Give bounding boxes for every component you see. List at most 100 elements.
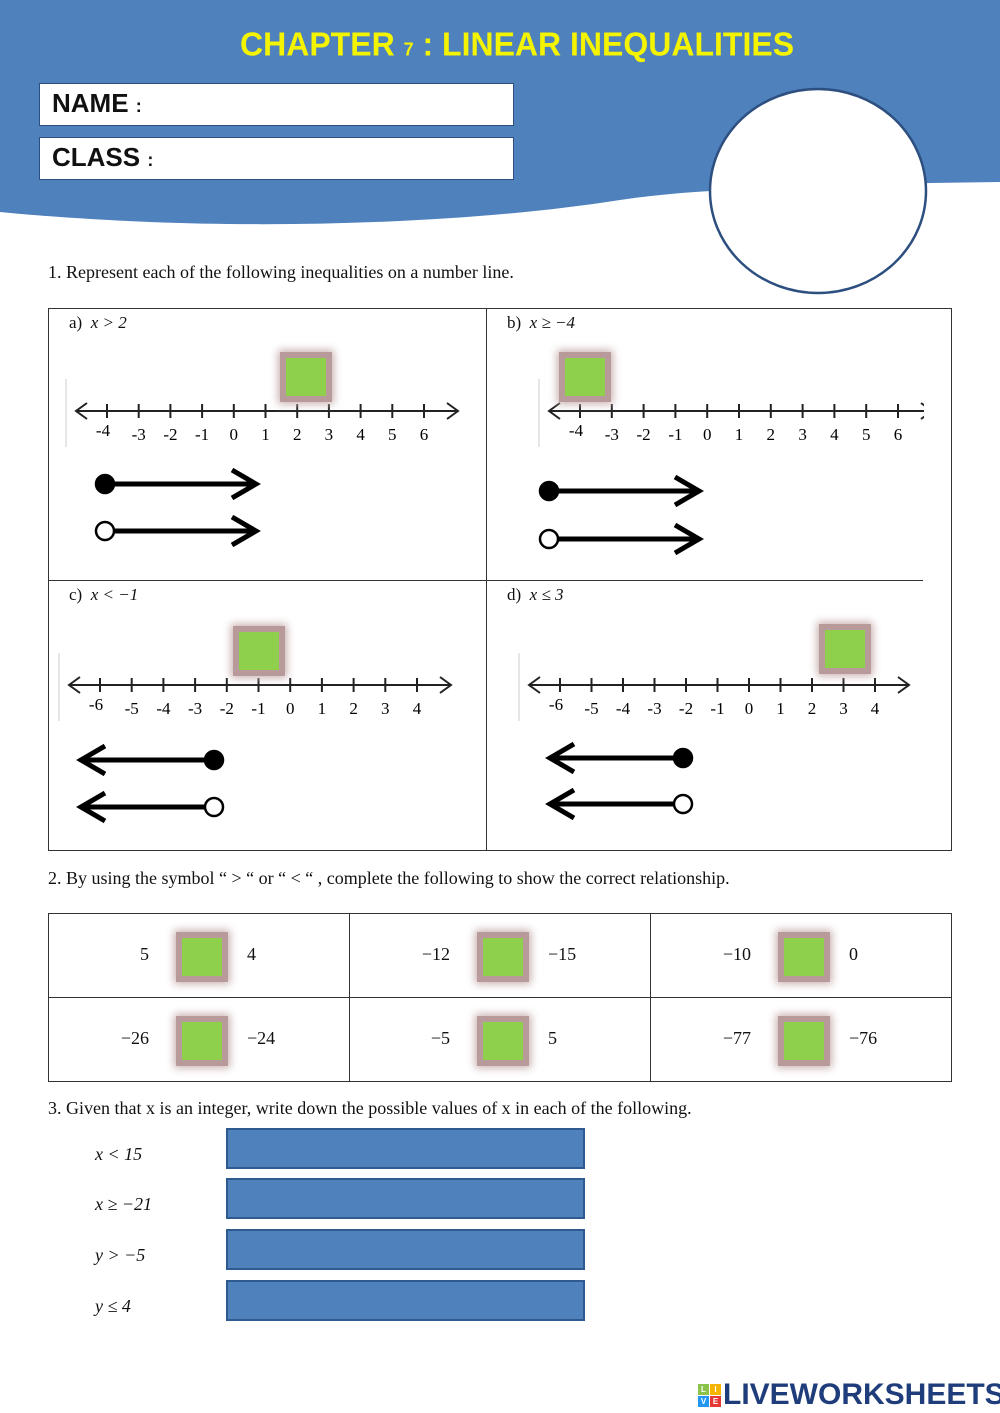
tick-label: -2 [637,425,651,444]
tick-label: 5 [388,425,397,444]
closed-dot-option [203,749,225,771]
tick-label: 3 [325,425,334,444]
page-title: CHAPTER 7 : LINEAR INEQUALITIES [240,25,795,63]
tick-label: -4 [616,699,631,718]
question-2: 2. By using the symbol “ > “ or “ < “ , … [48,868,730,888]
question-3: 3. Given that x is an integer, write dow… [48,1098,692,1118]
symbol-drop-target[interactable] [483,938,523,976]
comparison-cell: −10 0 [650,913,952,998]
right-value: 5 [548,1028,557,1048]
tick-label: 6 [420,425,429,444]
panel-d: d) x ≤ 3 -6 -5 -4 -3 -2 -1 0 1 2 3 4 [486,580,923,851]
tick-label: -4 [569,421,584,440]
tick-label: -4 [156,699,171,718]
tick-label: 0 [703,425,712,444]
tick-label: 5 [862,425,871,444]
number-line: -6 -5 -4 -3 -2 -1 0 1 2 3 4 [518,653,911,821]
tick-label: -6 [549,695,563,714]
left-value: −77 [722,1028,751,1048]
symbol-drop-target[interactable] [784,938,824,976]
panel-c: c) x < −1 -6 -5 -4 -3 -2 -1 0 1 2 3 4 [49,580,486,851]
comparison-cell: −5 5 [349,997,651,1082]
drop-target[interactable] [825,630,865,668]
tick-label: 2 [349,699,358,718]
tick-label: 3 [798,425,807,444]
symbol-drop-target[interactable] [182,1022,222,1060]
tick-label: -5 [125,699,139,718]
tick-label: 4 [356,425,365,444]
tick-label: -1 [195,425,209,444]
tick-label: 2 [808,699,817,718]
tick-label: 2 [767,425,776,444]
tick-label: -3 [647,699,661,718]
panel-b: b) x ≥ −4 -4 -3 -2 -1 0 1 2 3 4 5 6 [486,309,924,580]
open-dot-option [94,520,116,542]
tick-label: -5 [584,699,598,718]
tick-label: -3 [605,425,619,444]
tick-label: 4 [830,425,839,444]
open-dot-option [203,796,225,818]
table-row: 5 4 −12 −15 −10 0 [48,913,952,998]
drop-target[interactable] [565,358,605,396]
answer-input[interactable] [226,1229,585,1270]
open-dot-option [538,528,560,550]
left-value: −12 [421,944,450,964]
answer-input[interactable] [226,1280,585,1321]
inequality-label: y > −5 [95,1245,146,1265]
right-value: −24 [247,1028,276,1048]
tick-label: 3 [381,699,390,718]
panel-label: d) x ≤ 3 [507,585,564,604]
left-value: −5 [430,1028,450,1048]
symbol-drop-target[interactable] [483,1022,523,1060]
tick-label: -2 [220,699,234,718]
closed-dot-option [672,747,694,769]
comparison-cell: −77 −76 [650,997,952,1082]
comparison-table: 5 4 −12 −15 −10 0 −26 −24 −5 5 −77 −76 [48,913,952,1082]
tick-label: -3 [132,425,146,444]
drop-target[interactable] [286,358,326,396]
tick-label: 0 [286,699,295,718]
tick-label: 4 [871,699,880,718]
inequality-label: x ≥ −21 [95,1194,153,1214]
panel-label: b) x ≥ −4 [507,313,576,332]
right-value: 4 [247,944,256,964]
tick-label: -6 [89,695,103,714]
tick-label: -1 [251,699,265,718]
number-line: -4 -3 -2 -1 0 1 2 3 4 5 6 [538,379,924,556]
tick-label: 1 [776,699,785,718]
left-value: 5 [140,944,149,964]
class-field[interactable]: CLASS : [39,137,514,180]
comparison-cell: −12 −15 [349,913,651,998]
tick-label: 4 [413,699,422,718]
tick-label: 3 [839,699,848,718]
answer-input[interactable] [226,1128,585,1169]
number-line-panels: a) x > 2 -4 -3 -2 -1 0 1 2 3 4 5 6 b) x ≥ −4 -4 -3 -2 -1… [48,308,952,851]
panel-label: a) x > 2 [69,313,127,332]
left-value: −10 [722,944,751,964]
tick-label: 1 [318,699,327,718]
number-line: -6 -5 -4 -3 -2 -1 0 1 2 3 4 [58,653,453,824]
tick-label: 0 [745,699,754,718]
symbol-drop-target[interactable] [182,938,222,976]
answer-input[interactable] [226,1178,585,1219]
name-field[interactable]: NAME : [39,83,514,126]
tick-label: 2 [293,425,302,444]
open-dot-option [672,793,694,815]
tick-label: -2 [679,699,693,718]
photo-circle [708,87,928,295]
panel-a: a) x > 2 -4 -3 -2 -1 0 1 2 3 4 5 6 [49,309,486,580]
drop-target[interactable] [239,632,279,670]
tick-label: -1 [668,425,682,444]
right-value: −76 [849,1028,878,1048]
inequality-label: x < 15 [95,1144,143,1164]
right-value: 0 [849,944,858,964]
left-value: −26 [120,1028,149,1048]
number-line: -4 -3 -2 -1 0 1 2 3 4 5 6 [65,379,460,548]
closed-dot-option [94,473,116,495]
tick-label: -2 [163,425,177,444]
table-row: −26 −24 −5 5 −77 −76 [48,997,952,1082]
right-value: −15 [548,944,577,964]
tick-label: 6 [894,425,903,444]
symbol-drop-target[interactable] [784,1022,824,1060]
